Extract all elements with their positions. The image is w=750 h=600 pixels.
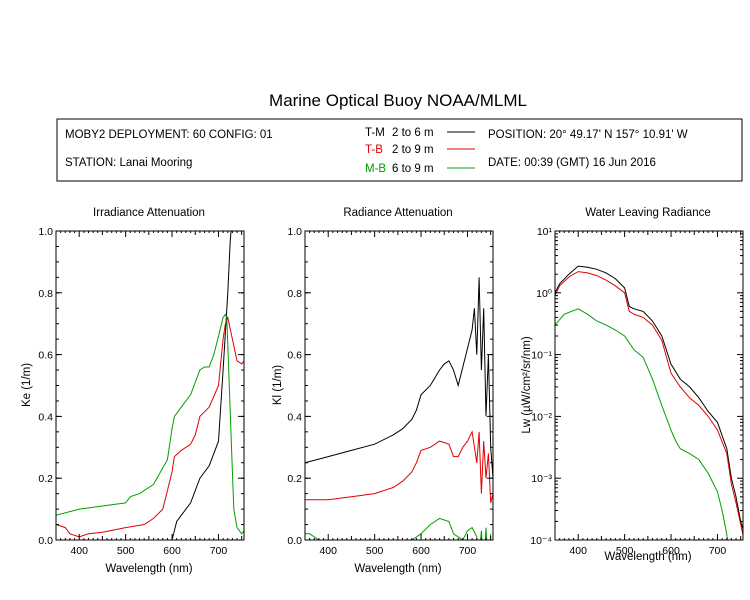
y-tick-label: 10¹ [537,226,553,238]
series-line-t-b [56,315,244,538]
series-line-t-m [305,277,493,479]
y-tick-label: 0.0 [287,535,302,547]
y-axis-label: Kl (1/m) [272,365,284,405]
y-tick-label: 0.4 [287,411,302,423]
plot-frame [304,230,494,541]
y-tick-label: 0.2 [287,473,302,485]
legend-range-tm: 2 to 6 m [392,127,434,139]
plot-frame [554,230,744,541]
y-tick-label: 10⁻³ [531,473,552,485]
y-tick-label: 0.6 [38,350,53,362]
plot-frame [55,230,245,541]
radiance-panel: Radiance Attenuation Wavelength (nm) Kl … [272,207,494,575]
main-title: Marine Optical Buoy NOAA/MLML [269,91,527,110]
x-tick-label: 700 [709,545,727,557]
legend: T-M 2 to 6 m T-B 2 to 9 m M-B 6 to 9 m [365,127,475,175]
series-line-t-b [555,271,743,536]
deployment-label: MOBY2 DEPLOYMENT: 60 CONFIG: 01 [65,129,273,141]
y-tick-label: 10⁰ [536,288,552,300]
x-axis-label: Wavelength (nm) [105,563,192,575]
y-tick-label: 0.0 [38,535,53,547]
series-line-m-b [56,313,244,535]
series-line-t-m [171,231,244,540]
x-tick-label: 500 [117,545,135,557]
y-tick-label: 10⁻⁴ [530,535,552,547]
y-tick-label: 0.8 [287,288,302,300]
x-axis-label: Wavelength (nm) [604,551,691,563]
y-tick-label: 10⁻¹ [531,350,552,362]
x-tick-label: 400 [569,545,587,557]
x-tick-label: 400 [319,545,337,557]
x-tick-label: 600 [662,545,680,557]
panel-title: Radiance Attenuation [343,207,452,219]
y-tick-label: 0.6 [287,350,302,362]
x-tick-label: 400 [70,545,88,557]
y-tick-label: 0.4 [38,411,53,423]
y-tick-label: 10⁻² [531,411,552,423]
panel-title: Water Leaving Radiance [585,207,711,219]
x-tick-label: 700 [459,545,477,557]
series-line-m-b [555,308,729,540]
x-tick-label: 700 [210,545,228,557]
y-tick-label: 0.2 [38,473,53,485]
y-tick-label: 0.8 [38,288,53,300]
header-box: MOBY2 DEPLOYMENT: 60 CONFIG: 01 STATION:… [56,118,743,182]
legend-code-tb: T-B [365,144,383,156]
x-tick-label: 600 [163,545,181,557]
x-tick-label: 500 [616,545,634,557]
series-line-t-m [555,265,743,530]
station-label: STATION: Lanai Mooring [65,157,192,169]
series-line-m-b [305,517,492,540]
y-tick-label: 1.0 [38,226,53,238]
legend-code-tm: T-M [365,127,385,139]
y-tick-label: 1.0 [287,226,302,238]
y-axis-label: Ke (1/m) [21,363,33,407]
irradiance-panel: Irradiance Attenuation Wavelength (nm) K… [21,207,245,575]
position-label: POSITION: 20° 49.17' N 157° 10.91' W [488,129,688,141]
series-line-t-b [305,430,493,504]
legend-code-mb: M-B [365,163,386,175]
date-label: DATE: 00:39 (GMT) 16 Jun 2016 [488,157,656,169]
legend-range-tb: 2 to 9 m [392,144,434,156]
x-tick-label: 600 [412,545,430,557]
legend-range-mb: 6 to 9 m [392,163,434,175]
x-axis-label: Wavelength (nm) [354,563,441,575]
panel-title: Irradiance Attenuation [93,207,205,219]
y-axis-label: Lw (µW/cm²/sr/nm) [521,336,533,434]
water-leaving-panel: Water Leaving Radiance Wavelength (nm) L… [521,207,744,563]
x-tick-label: 500 [366,545,384,557]
